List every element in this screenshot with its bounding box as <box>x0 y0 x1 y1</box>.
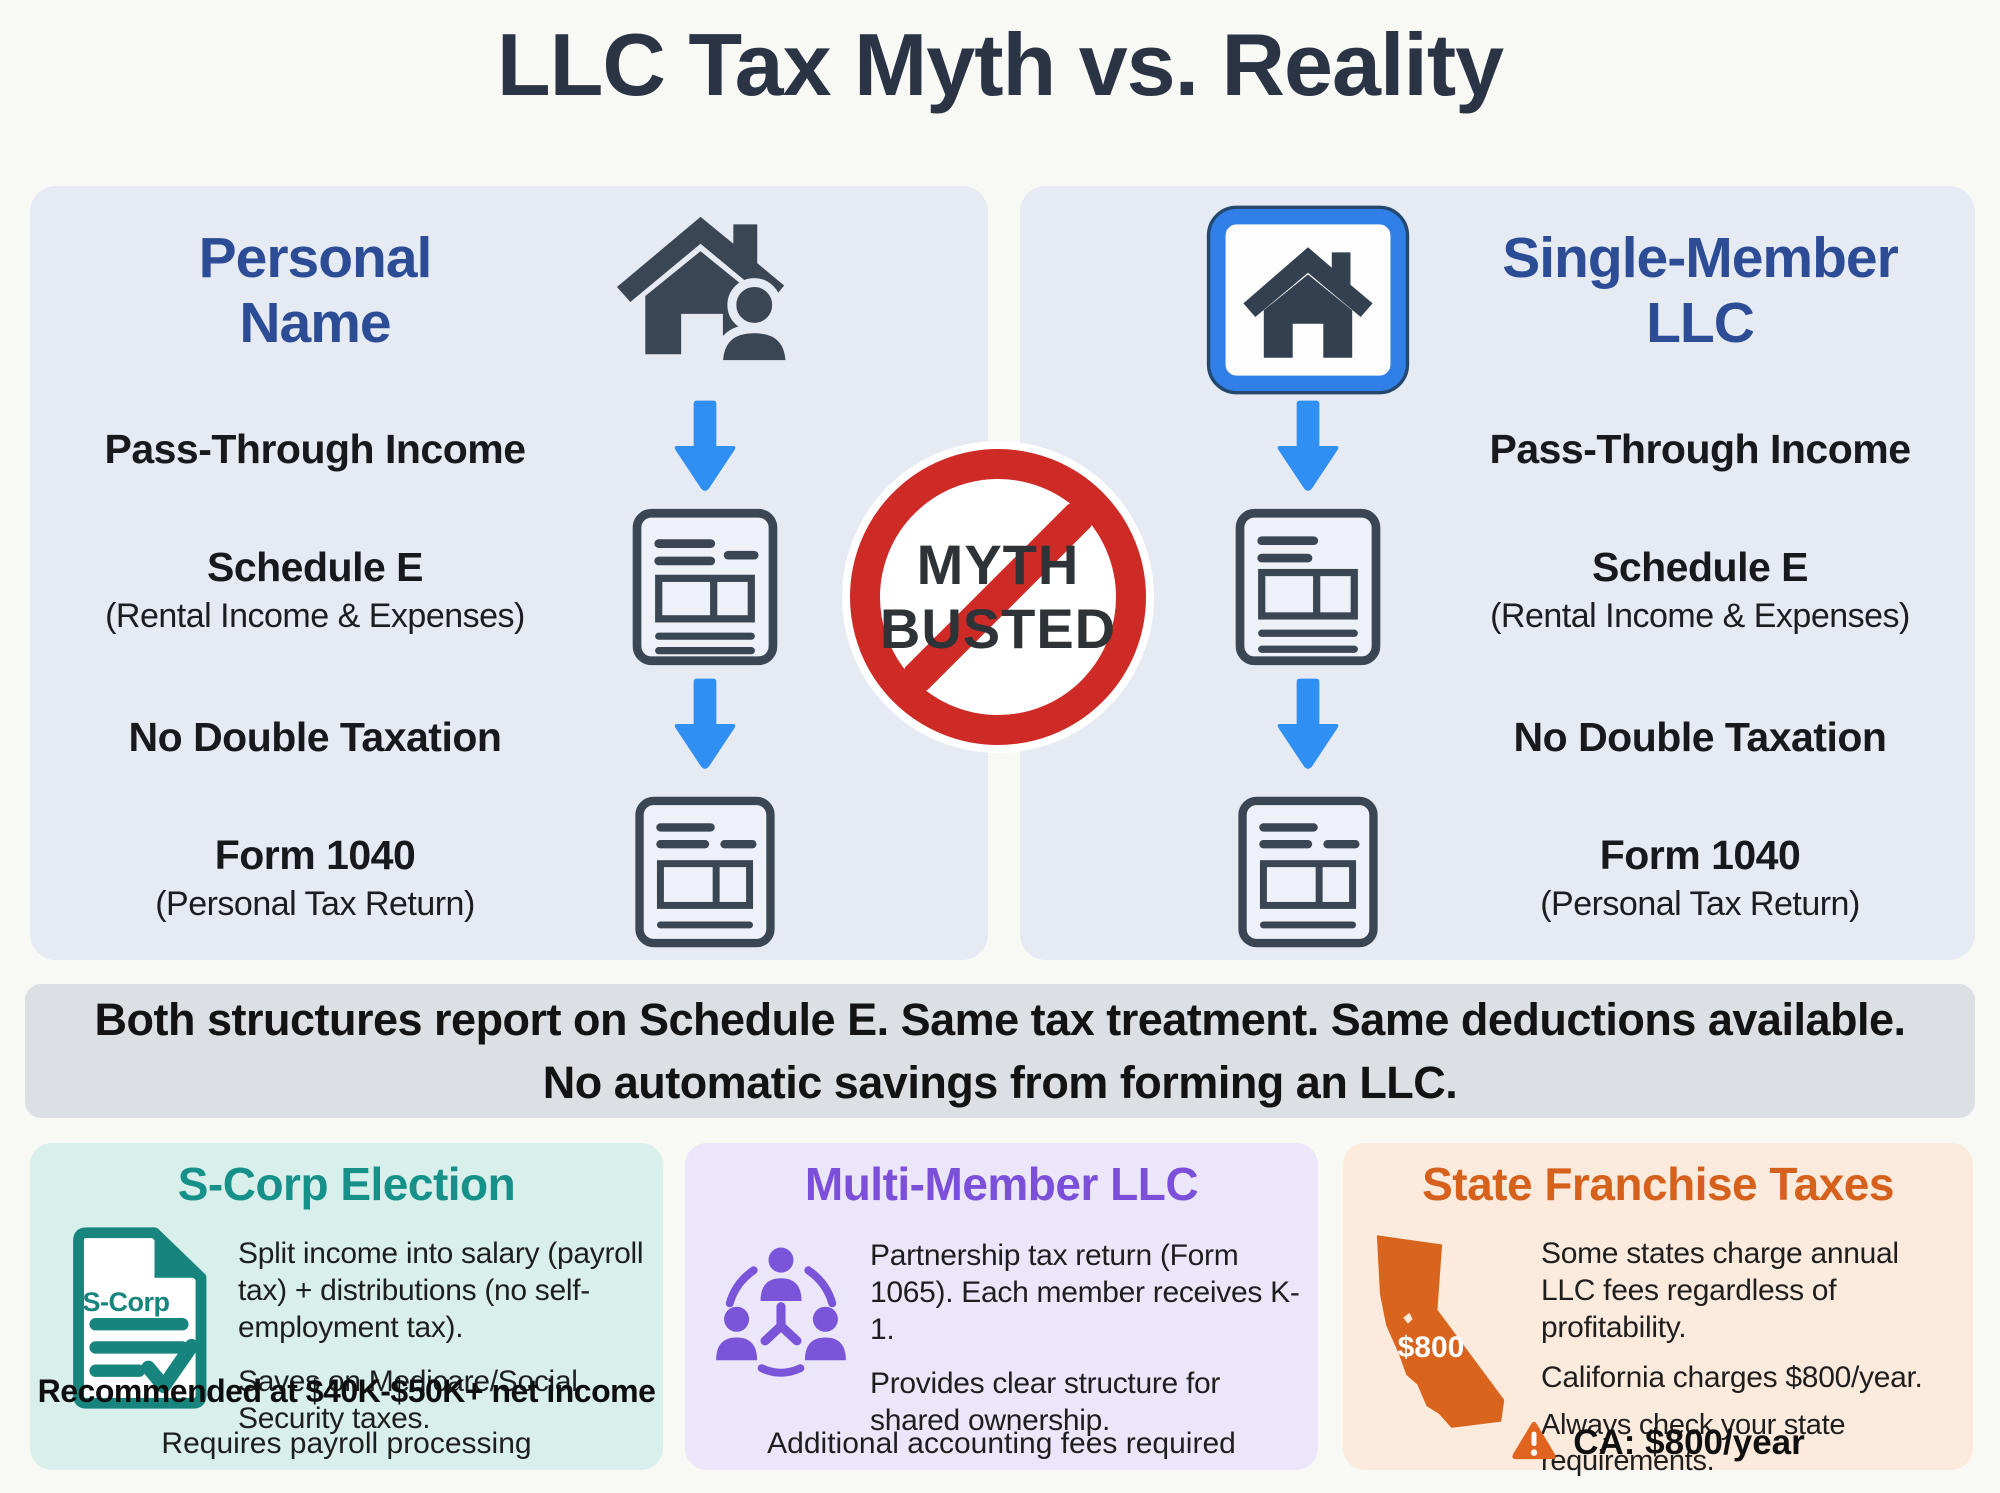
personal-row-form-1040: Form 1040 (Personal Tax Return) <box>155 832 475 923</box>
llc-text-column: Single-Member LLC Pass-Through Income Sc… <box>1450 186 1950 960</box>
summary-line1: Both structures report on Schedule E. Sa… <box>94 994 1906 1045</box>
house-person-icon <box>585 204 825 382</box>
scorp-para2: Saves on Medicare/Social Security taxes. <box>238 1364 578 1435</box>
llc-row-form-1040: Form 1040 (Personal Tax Return) <box>1540 832 1860 923</box>
personal-row-pass-through: Pass-Through Income <box>104 426 526 472</box>
scorp-document-icon: S-Corp <box>60 1225 218 1411</box>
multi-card-title: Multi-Member LLC <box>804 1158 1199 1210</box>
state-card-title: State Franchise Taxes <box>1422 1158 1894 1210</box>
myth-busted-text: MYTH BUSTED <box>879 532 1117 660</box>
page-title: LLC Tax Myth vs. Reality <box>496 15 1504 114</box>
personal-row-no-double-tax: No Double Taxation <box>128 714 502 760</box>
personal-row-schedule-e: Schedule E (Rental Income & Expenses) <box>105 544 525 635</box>
llc-row-no-double-tax: No Double Taxation <box>1513 714 1887 760</box>
llc-heading: Single-Member LLC <box>1450 226 1950 356</box>
down-arrow-icon <box>1188 676 1428 772</box>
personal-icon-column <box>585 186 825 960</box>
state-body: Some states charge annual LLC fees regar… <box>1541 1235 1959 1492</box>
llc-heading-line1: Single-Member <box>1502 226 1899 290</box>
personal-heading: Personal Name <box>50 226 580 356</box>
llc-row-pass-through: Pass-Through Income <box>1489 426 1911 472</box>
multi-footnote: Additional accounting fees required <box>767 1427 1236 1460</box>
personal-text-column: Personal Name Pass-Through Income Schedu… <box>50 186 580 960</box>
tax-form-icon <box>1188 794 1428 950</box>
llc-heading-line2: LLC <box>1646 290 1755 355</box>
tax-form-icon <box>585 506 825 668</box>
summary-line2: No automatic savings from forming an LLC… <box>542 1057 1458 1108</box>
personal-heading-line1: Personal <box>198 226 433 290</box>
state-para3: Always check your state requirements. <box>1541 1408 1846 1477</box>
card-state-franchise-taxes: State Franchise Taxes $800 Some states c… <box>1343 1143 1973 1477</box>
tax-form-icon <box>585 794 825 950</box>
card-scorp-election: S-Corp Election S-Corp Split income into… <box>30 1143 663 1470</box>
multi-para2: Provides clear structure for shared owne… <box>870 1366 1221 1437</box>
down-arrow-icon <box>585 398 825 494</box>
myth-busted-badge: MYTH BUSTED <box>842 441 1154 753</box>
warning-icon <box>1511 1419 1557 1466</box>
scorp-card-title: S-Corp Election <box>177 1158 516 1210</box>
down-arrow-icon <box>585 676 825 772</box>
state-para1: Some states charge annual LLC fees regar… <box>1541 1237 1899 1345</box>
card-multi-member-llc: Multi-Member LLC Pa <box>685 1143 1318 1470</box>
multi-body: Partnership tax return (Form 1065). Each… <box>870 1237 1300 1455</box>
state-warning-row: CA: $800/year <box>1343 1419 1973 1466</box>
llc-icon-column <box>1188 186 1428 960</box>
down-arrow-icon <box>1188 398 1428 494</box>
california-map-icon: $800 <box>1359 1229 1519 1431</box>
panel-personal-name: Personal Name Pass-Through Income Schedu… <box>30 186 988 960</box>
personal-heading-line2: Name <box>239 290 391 355</box>
scorp-para1: Split income into salary (payroll tax) +… <box>238 1237 644 1345</box>
scorp-highlight: Recommended at $40K-$50K+ net income <box>37 1373 656 1409</box>
multi-para1: Partnership tax return (Form 1065). Each… <box>870 1239 1300 1347</box>
california-fee-label: $800 <box>1397 1331 1465 1364</box>
scorp-icon-label: S-Corp <box>82 1287 171 1317</box>
state-warning-text: CA: $800/year <box>1573 1422 1805 1462</box>
tax-form-icon <box>1188 506 1428 668</box>
llc-row-schedule-e: Schedule E (Rental Income & Expenses) <box>1490 544 1910 635</box>
scorp-footnote: Requires payroll processing <box>161 1427 532 1460</box>
summary-bar: Both structures report on Schedule E. Sa… <box>25 984 1975 1118</box>
team-network-icon <box>707 1235 855 1383</box>
framed-house-icon <box>1188 204 1428 396</box>
scorp-body: Split income into salary (payroll tax) +… <box>238 1235 646 1453</box>
panel-single-member-llc: Single-Member LLC Pass-Through Income Sc… <box>1020 186 1975 960</box>
state-para2: California charges $800/year. <box>1541 1360 1923 1394</box>
